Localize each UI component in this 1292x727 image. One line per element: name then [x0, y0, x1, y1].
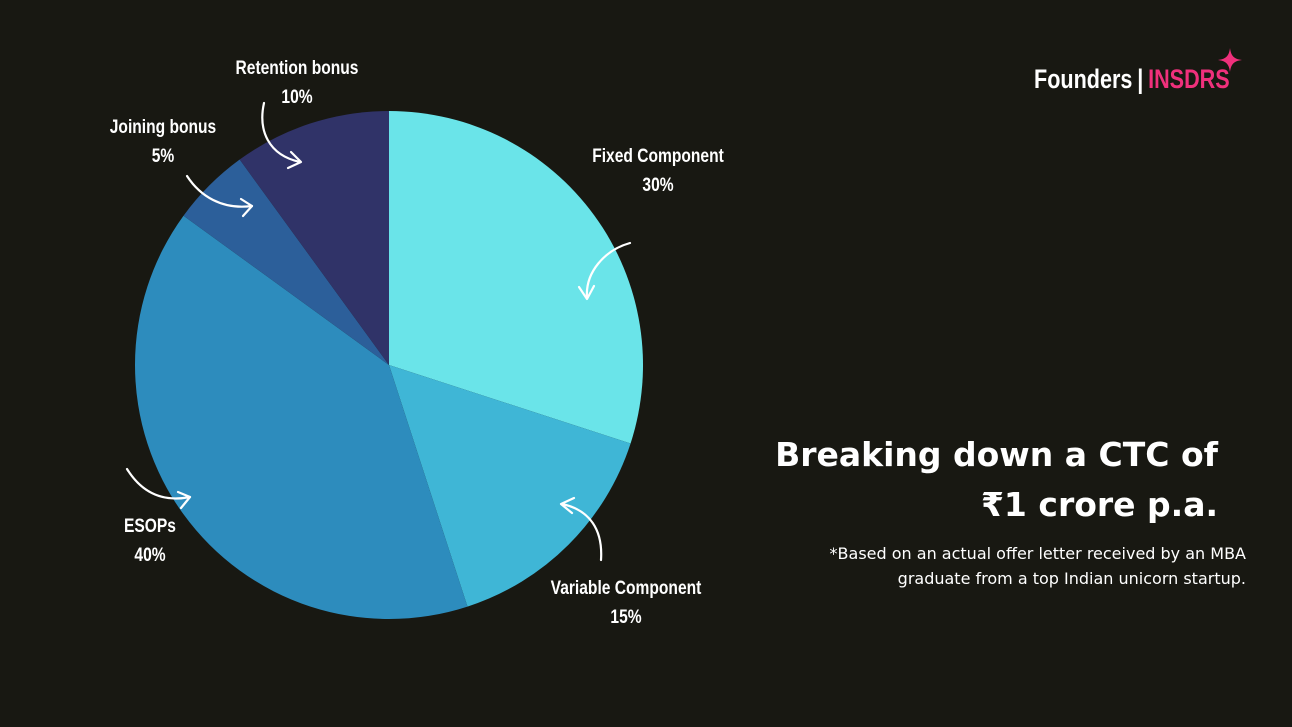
brand-logo: Founders | INSDRS: [1034, 64, 1230, 95]
footnote-line-1: *Based on an actual offer letter receive…: [829, 544, 1246, 563]
arrow-esops: [125, 467, 192, 510]
footnote: *Based on an actual offer letter receive…: [830, 541, 1246, 591]
arrow-fixed-component: [577, 241, 632, 301]
label-text: Joining bonus: [109, 117, 217, 138]
brand-accent: INSDRS: [1148, 64, 1230, 94]
label-value: 30%: [642, 175, 674, 196]
label-value: 15%: [610, 607, 642, 628]
label-value: 10%: [281, 87, 313, 108]
pie-slice-variable-component: [389, 365, 631, 607]
pie-slice-fixed-component: [389, 111, 644, 444]
arrow-variable-component: [559, 496, 603, 562]
brand-name: Founders: [1034, 64, 1133, 94]
title-line-2: ₹1 crore p.a.: [980, 485, 1218, 524]
pie-slices: [134, 111, 644, 620]
label-fixed-component: Fixed Component 30%: [568, 142, 748, 200]
callout-arrows: [125, 101, 632, 562]
label-retention-bonus: Retention bonus 10%: [207, 54, 387, 112]
label-text: Fixed Component: [592, 146, 724, 167]
brand-separator: |: [1137, 64, 1144, 94]
pie-slice-esops: [134, 215, 468, 620]
title-line-1: Breaking down a CTC of: [775, 435, 1218, 474]
label-joining-bonus: Joining bonus 5%: [73, 113, 253, 171]
label-text: ESOPs: [124, 516, 176, 537]
label-text: Variable Component: [550, 578, 702, 599]
label-variable-component: Variable Component 15%: [536, 574, 716, 632]
page-title: Breaking down a CTC of ₹1 crore p.a.: [775, 430, 1218, 530]
label-esops: ESOPs 40%: [60, 512, 240, 570]
footnote-line-2: graduate from a top Indian unicorn start…: [897, 569, 1246, 588]
pie-slice-joining-bonus: [183, 159, 389, 365]
label-value: 5%: [151, 146, 175, 167]
sparkle-icon: [1218, 48, 1242, 72]
arrow-joining-bonus: [185, 174, 254, 218]
label-text: Retention bonus: [235, 58, 359, 79]
arrow-retention-bonus: [261, 101, 303, 170]
pie-slice-retention-bonus: [239, 111, 389, 365]
label-value: 40%: [134, 545, 166, 566]
